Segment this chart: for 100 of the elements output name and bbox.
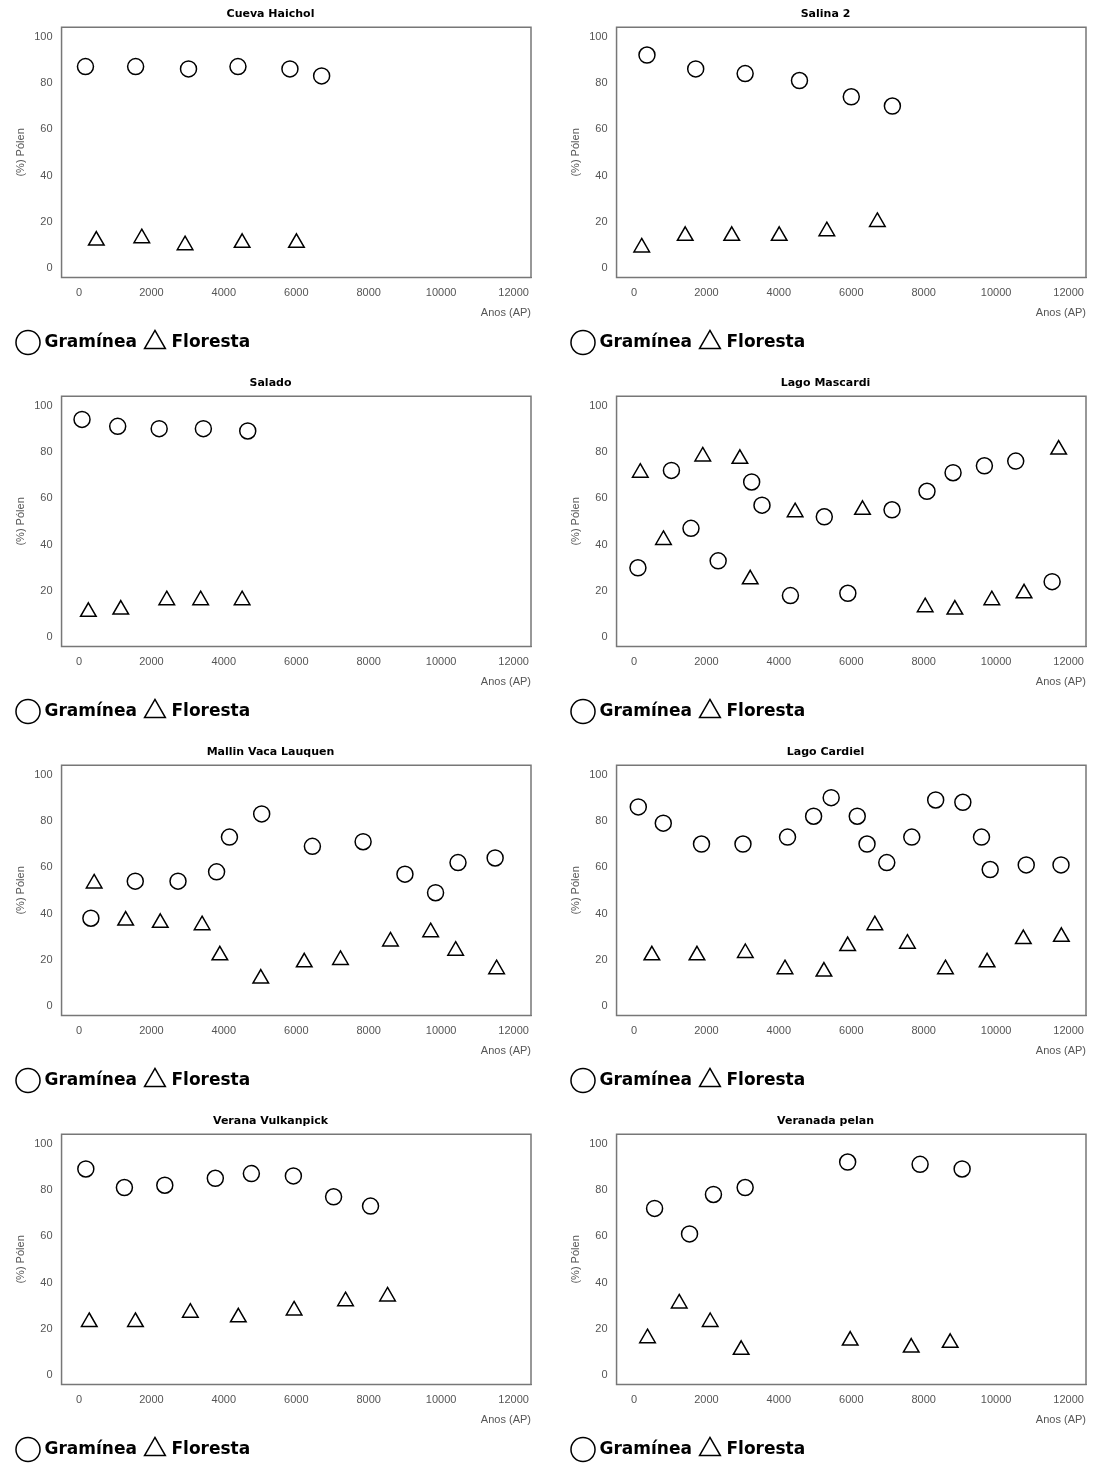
x-tick-label: 10000 (980, 1024, 1012, 1037)
point (815, 508, 834, 526)
point (193, 915, 211, 931)
x-tick-label: 10000 (425, 1393, 457, 1406)
x-tick-label: 4000 (211, 286, 237, 299)
point (841, 1330, 859, 1346)
point (73, 410, 91, 429)
y-tick-label: 40 (595, 168, 608, 181)
point (723, 226, 741, 242)
y-tick-label: 40 (40, 906, 53, 919)
y-tick-label: 60 (40, 491, 53, 504)
point (80, 1312, 98, 1328)
point (676, 226, 694, 242)
x-tick-label: 0 (630, 1393, 637, 1406)
legend-label: Gramínea (44, 699, 137, 720)
legend-label: Floresta (726, 1068, 806, 1089)
x-tick-label: 4000 (211, 1393, 237, 1406)
x-tick-label: 0 (75, 1393, 82, 1406)
legend-label: Floresta (726, 330, 806, 351)
x-tick-label: 2000 (139, 1024, 164, 1037)
x-tick-label: 6000 (284, 1393, 309, 1406)
x-tick-label: 4000 (766, 655, 792, 668)
x-tick-label: 4000 (766, 1024, 792, 1037)
x-tick-label: 6000 (839, 655, 864, 668)
point (643, 945, 661, 961)
x-tick-label: 2000 (139, 286, 164, 299)
x-tick-label: 0 (630, 655, 637, 668)
point (87, 230, 105, 246)
y-tick-label: 100 (34, 398, 53, 411)
x-tick-label: 12000 (1053, 1393, 1084, 1406)
x-tick-label: 8000 (911, 1024, 936, 1037)
x-tick-label: 10000 (425, 286, 457, 299)
point (156, 1176, 174, 1194)
point (303, 837, 322, 856)
point (79, 602, 97, 618)
legend-label: Gramínea (599, 330, 692, 351)
point (858, 835, 876, 853)
x-tick-label: 12000 (1053, 655, 1084, 668)
point (126, 872, 145, 890)
point (741, 569, 759, 585)
point (701, 1312, 719, 1328)
y-tick-label: 0 (46, 630, 53, 643)
point (903, 828, 921, 846)
x-tick-label: 10000 (980, 1393, 1012, 1406)
point (654, 814, 673, 832)
legend-label: Gramínea (44, 1437, 137, 1458)
point (704, 1185, 723, 1204)
y-tick-label: 60 (40, 860, 53, 873)
x-tick-label: 4000 (211, 1024, 237, 1037)
y-tick-label: 40 (40, 537, 53, 550)
y-tick-label: 60 (40, 122, 53, 135)
x-tick-label: 12000 (1053, 286, 1084, 299)
y-axis-title: (%) Pólen (568, 497, 581, 546)
point (220, 828, 239, 846)
x-tick-label: 8000 (356, 286, 381, 299)
legend-label: Gramínea (44, 1068, 137, 1089)
point (1052, 856, 1070, 874)
x-axis-title: Anos (AP) (1035, 675, 1086, 688)
x-tick-label: 2000 (694, 1393, 719, 1406)
y-tick-label: 80 (595, 1182, 608, 1195)
point (150, 419, 168, 438)
chart-title: Lago Mascardi (780, 376, 871, 390)
point (1006, 452, 1025, 470)
point (911, 1155, 929, 1174)
x-tick-label: 12000 (498, 655, 529, 668)
point (972, 828, 991, 846)
point (753, 496, 771, 514)
point (709, 552, 727, 570)
point (736, 64, 754, 83)
point (838, 1153, 857, 1171)
y-tick-label: 80 (595, 75, 608, 88)
point (629, 798, 648, 816)
y-tick-label: 40 (595, 906, 608, 919)
point (686, 60, 705, 78)
point (126, 1312, 144, 1328)
chart-title: Lago Cardiel (786, 745, 865, 759)
point (1017, 856, 1035, 874)
point (804, 807, 823, 825)
chart-title: Salina 2 (800, 7, 851, 21)
x-tick-label: 0 (630, 1024, 637, 1037)
point (151, 913, 169, 929)
point (169, 872, 187, 890)
chart-title: Salado (249, 376, 292, 390)
x-tick-label: 6000 (839, 286, 864, 299)
point (946, 599, 964, 615)
x-tick-label: 12000 (498, 286, 529, 299)
y-axis-title: (%) Pólen (568, 1235, 581, 1284)
point (878, 853, 896, 872)
x-tick-label: 12000 (498, 1024, 529, 1037)
point (692, 835, 711, 853)
point (229, 57, 247, 76)
x-tick-label: 10000 (425, 655, 457, 668)
point (158, 590, 176, 606)
x-tick-label: 8000 (911, 286, 936, 299)
y-tick-label: 0 (601, 630, 608, 643)
point (488, 959, 506, 975)
legend-label: Gramínea (599, 1068, 692, 1089)
point (781, 586, 800, 605)
x-tick-label: 0 (75, 1024, 82, 1037)
y-tick-label: 0 (601, 999, 608, 1012)
